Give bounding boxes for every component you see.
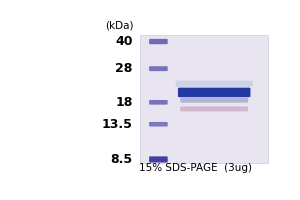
- FancyBboxPatch shape: [149, 39, 168, 44]
- FancyBboxPatch shape: [180, 98, 248, 103]
- Text: 15% SDS-PAGE  (3ug): 15% SDS-PAGE (3ug): [139, 163, 252, 173]
- Text: 28: 28: [116, 62, 133, 75]
- FancyBboxPatch shape: [149, 66, 168, 71]
- Text: 8.5: 8.5: [111, 153, 133, 166]
- Text: 18: 18: [116, 96, 133, 109]
- Bar: [140, 35, 268, 163]
- FancyBboxPatch shape: [149, 122, 168, 127]
- FancyBboxPatch shape: [149, 100, 168, 105]
- Text: 13.5: 13.5: [102, 118, 133, 131]
- FancyBboxPatch shape: [180, 106, 248, 111]
- FancyBboxPatch shape: [149, 156, 168, 163]
- FancyBboxPatch shape: [178, 88, 250, 97]
- Text: 40: 40: [115, 35, 133, 48]
- FancyBboxPatch shape: [176, 81, 253, 87]
- Text: (kDa): (kDa): [106, 20, 134, 30]
